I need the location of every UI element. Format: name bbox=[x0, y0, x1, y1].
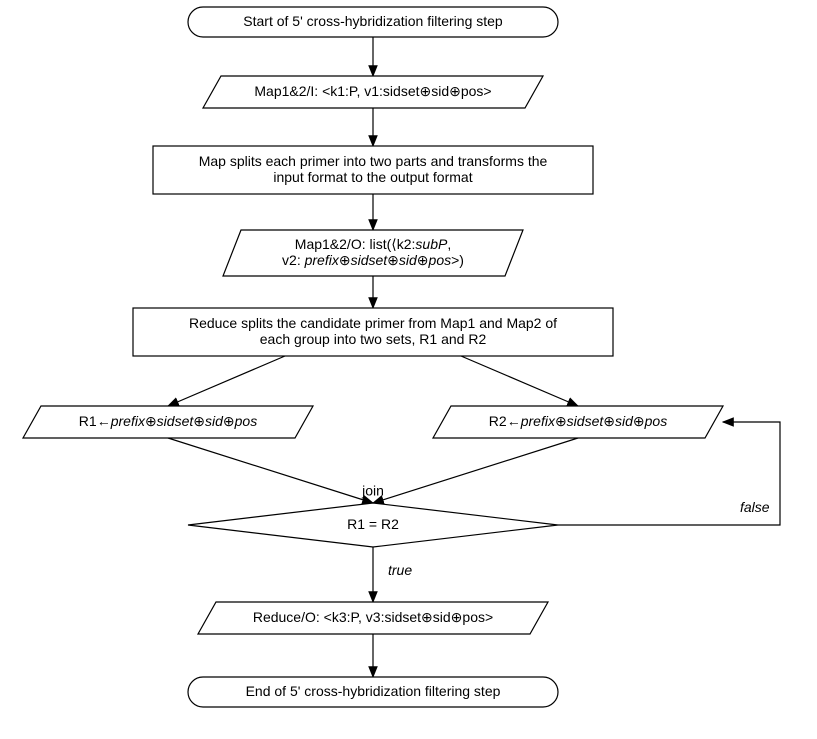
svg-text:Map1&2/O: list(⟨k2:subP,v2: pr: Map1&2/O: list(⟨k2:subP,v2: prefix⊕sidse… bbox=[282, 236, 464, 268]
map_in: Map1&2/I: <k1:P, v1:sidset⊕sid⊕pos> bbox=[203, 76, 543, 108]
end: End of 5' cross-hybridization filtering … bbox=[188, 677, 558, 707]
map_proc: Map splits each primer into two parts an… bbox=[153, 146, 593, 194]
edge-8: true bbox=[373, 547, 412, 602]
edge-5 bbox=[461, 356, 578, 406]
decision: R1 = R2 bbox=[188, 503, 558, 547]
reduce_out: Reduce/O: <k3:P, v3:sidset⊕sid⊕pos> bbox=[198, 602, 548, 634]
svg-text:R1←prefix⊕sidset⊕sid⊕pos: R1←prefix⊕sidset⊕sid⊕pos bbox=[79, 413, 257, 429]
svg-text:R1 = R2: R1 = R2 bbox=[347, 516, 399, 532]
start: Start of 5' cross-hybridization filterin… bbox=[188, 7, 558, 37]
label-join: join bbox=[361, 483, 384, 499]
edge-7 bbox=[373, 438, 578, 503]
svg-text:false: false bbox=[740, 499, 770, 515]
svg-text:R2←prefix⊕sidset⊕sid⊕pos: R2←prefix⊕sidset⊕sid⊕pos bbox=[489, 413, 667, 429]
r1: R1←prefix⊕sidset⊕sid⊕pos bbox=[23, 406, 313, 438]
r2: R2←prefix⊕sidset⊕sid⊕pos bbox=[433, 406, 723, 438]
reduce_split: Reduce splits the candidate primer from … bbox=[133, 308, 613, 356]
svg-text:Start of 5' cross-hybridizatio: Start of 5' cross-hybridization filterin… bbox=[243, 13, 503, 29]
svg-text:true: true bbox=[388, 562, 412, 578]
edge-6 bbox=[168, 438, 373, 503]
map_out: Map1&2/O: list(⟨k2:subP,v2: prefix⊕sidse… bbox=[223, 230, 523, 276]
svg-text:Reduce/O: <k3:P, v3:sidset⊕sid: Reduce/O: <k3:P, v3:sidset⊕sid⊕pos> bbox=[253, 609, 493, 625]
svg-text:End of 5' cross-hybridization: End of 5' cross-hybridization filtering … bbox=[246, 683, 501, 699]
edge-4 bbox=[168, 356, 285, 406]
svg-text:Map1&2/I: <k1:P, v1:sidset⊕sid: Map1&2/I: <k1:P, v1:sidset⊕sid⊕pos> bbox=[254, 83, 491, 99]
